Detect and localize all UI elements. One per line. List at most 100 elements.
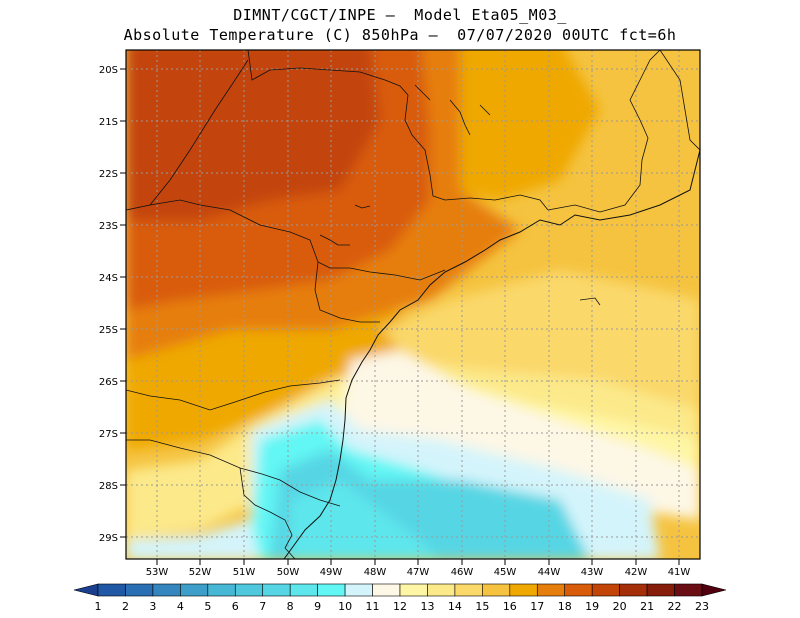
colorbar-segment <box>97 583 126 597</box>
colorbar-label: 21 <box>640 600 654 613</box>
colorbar-segment <box>372 583 401 597</box>
lat-label-29s: 29S <box>99 533 118 544</box>
field-zone-20 <box>126 50 380 220</box>
colorbar-segment <box>399 583 428 597</box>
state-border-mg-rj <box>547 50 661 213</box>
colorbar-label: 8 <box>287 600 294 613</box>
state-border-es <box>659 50 700 151</box>
colorbar-label: 3 <box>149 600 156 613</box>
colorbar-label: 17 <box>530 600 544 613</box>
colorbar-segment <box>317 583 346 597</box>
colorbar-label: 15 <box>475 600 489 613</box>
colorbar-segment <box>619 583 648 597</box>
colorbar-segment <box>262 583 291 597</box>
graticule <box>126 50 700 559</box>
state-border-ms-sp <box>247 50 409 96</box>
title-line-1: DIMNT/CGCT/INPE – Model Eta05_M03_ <box>233 6 567 24</box>
title-line-2: Absolute Temperature (C) 850hPa – 07/07/… <box>123 26 677 44</box>
lon-label-42w: 42W <box>625 567 648 578</box>
field-zone-12 <box>340 350 700 520</box>
colorbar-segment <box>482 583 511 597</box>
lon-label-48w: 48W <box>364 567 387 578</box>
boundaries <box>126 50 700 559</box>
colorbar-label: 4 <box>177 600 184 613</box>
colorbar-segment <box>234 583 264 597</box>
colorbar: 1 2 3 4 5 6 7 8 9 10 11 12 13 14 15 16 17 18 19 20 21 22 23 <box>73 583 727 613</box>
colorbar-label: 5 <box>204 600 211 613</box>
reservoir-4 <box>354 204 371 209</box>
state-border-ms-pr <box>126 59 249 211</box>
colorbar-segment <box>454 583 483 597</box>
state-border-mg-sp <box>404 94 549 211</box>
colorbar-segment <box>427 583 456 597</box>
lon-label-43w: 43W <box>581 567 604 578</box>
colorbar-segment <box>646 583 675 597</box>
lat-label-28s: 28S <box>99 481 118 492</box>
lat-label-21s: 21S <box>99 117 118 128</box>
lat-label-20s: 20S <box>99 65 118 76</box>
field-zone-14 <box>126 360 700 540</box>
lon-label-45w: 45W <box>494 567 517 578</box>
state-border-pr-sc-north <box>314 261 380 323</box>
reservoir-2 <box>319 234 350 246</box>
coastline <box>283 149 700 559</box>
tick-marks <box>120 68 680 565</box>
colorbar-label: 18 <box>558 600 572 613</box>
state-border-pr-sp <box>149 199 446 281</box>
colorbar-segment <box>674 583 703 597</box>
lon-label-50w: 50W <box>277 567 300 578</box>
colorbar-segment <box>564 583 593 597</box>
colorbar-label: 13 <box>420 600 434 613</box>
colorbar-label: 10 <box>338 600 352 613</box>
colorbar-label: 7 <box>259 600 266 613</box>
lon-label-49w: 49W <box>320 567 343 578</box>
colorbar-segment <box>180 583 209 597</box>
colorbar-label: 16 <box>503 600 517 613</box>
colorbar-segment <box>125 583 154 597</box>
colorbar-segment <box>591 583 620 597</box>
lat-label-23s: 23S <box>99 221 118 232</box>
field-zone-10-south <box>126 520 260 559</box>
lon-label-52w: 52W <box>189 567 212 578</box>
coast-lagoon <box>579 297 601 306</box>
colorbar-label: 2 <box>122 600 129 613</box>
reservoir-1 <box>449 99 491 136</box>
colorbar-segment <box>289 583 318 597</box>
colorbar-arrow-low <box>73 583 99 597</box>
lat-label-24s: 24S <box>99 273 118 284</box>
state-border-rs-west <box>239 467 296 559</box>
colorbar-label: 9 <box>314 600 321 613</box>
colorbar-label: 20 <box>613 600 627 613</box>
lon-label-47w: 47W <box>407 567 430 578</box>
colorbar-label: 22 <box>668 600 682 613</box>
lon-label-53w: 53W <box>146 567 169 578</box>
colorbar-label: 14 <box>448 600 462 613</box>
colorbar-segment <box>509 583 538 597</box>
lat-label-22s: 22S <box>99 169 118 180</box>
lon-label-41w: 41W <box>668 567 691 578</box>
state-border-pr-sc <box>126 379 341 411</box>
lat-labels: 20S 21S 22S 23S 24S 25S 26S 27S 28S 29S <box>99 65 118 544</box>
colorbar-label: 19 <box>585 600 599 613</box>
colorbar-segment <box>207 583 236 597</box>
temperature-field <box>126 50 700 559</box>
reservoir-3 <box>414 84 431 101</box>
lon-label-44w: 44W <box>538 567 561 578</box>
field-zone-8 <box>290 480 439 559</box>
lat-label-26s: 26S <box>99 377 118 388</box>
lon-label-51w: 51W <box>233 567 256 578</box>
lat-label-27s: 27S <box>99 429 118 440</box>
lon-label-46w: 46W <box>451 567 474 578</box>
colorbar-label: 12 <box>393 600 407 613</box>
colorbar-segment <box>152 583 181 597</box>
colorbar-arrow-high <box>701 583 727 597</box>
lon-labels: 53W 52W 51W 50W 49W 48W 47W 46W 45W 44W … <box>146 567 691 578</box>
lat-label-25s: 25S <box>99 325 118 336</box>
colorbar-label: 1 <box>95 600 102 613</box>
map-frame <box>125 49 701 560</box>
colorbar-segment <box>536 583 566 597</box>
colorbar-segment <box>344 583 373 597</box>
state-border-sc-rs <box>126 439 341 507</box>
colorbar-label: 6 <box>232 600 239 613</box>
colorbar-label: 11 <box>366 600 380 613</box>
